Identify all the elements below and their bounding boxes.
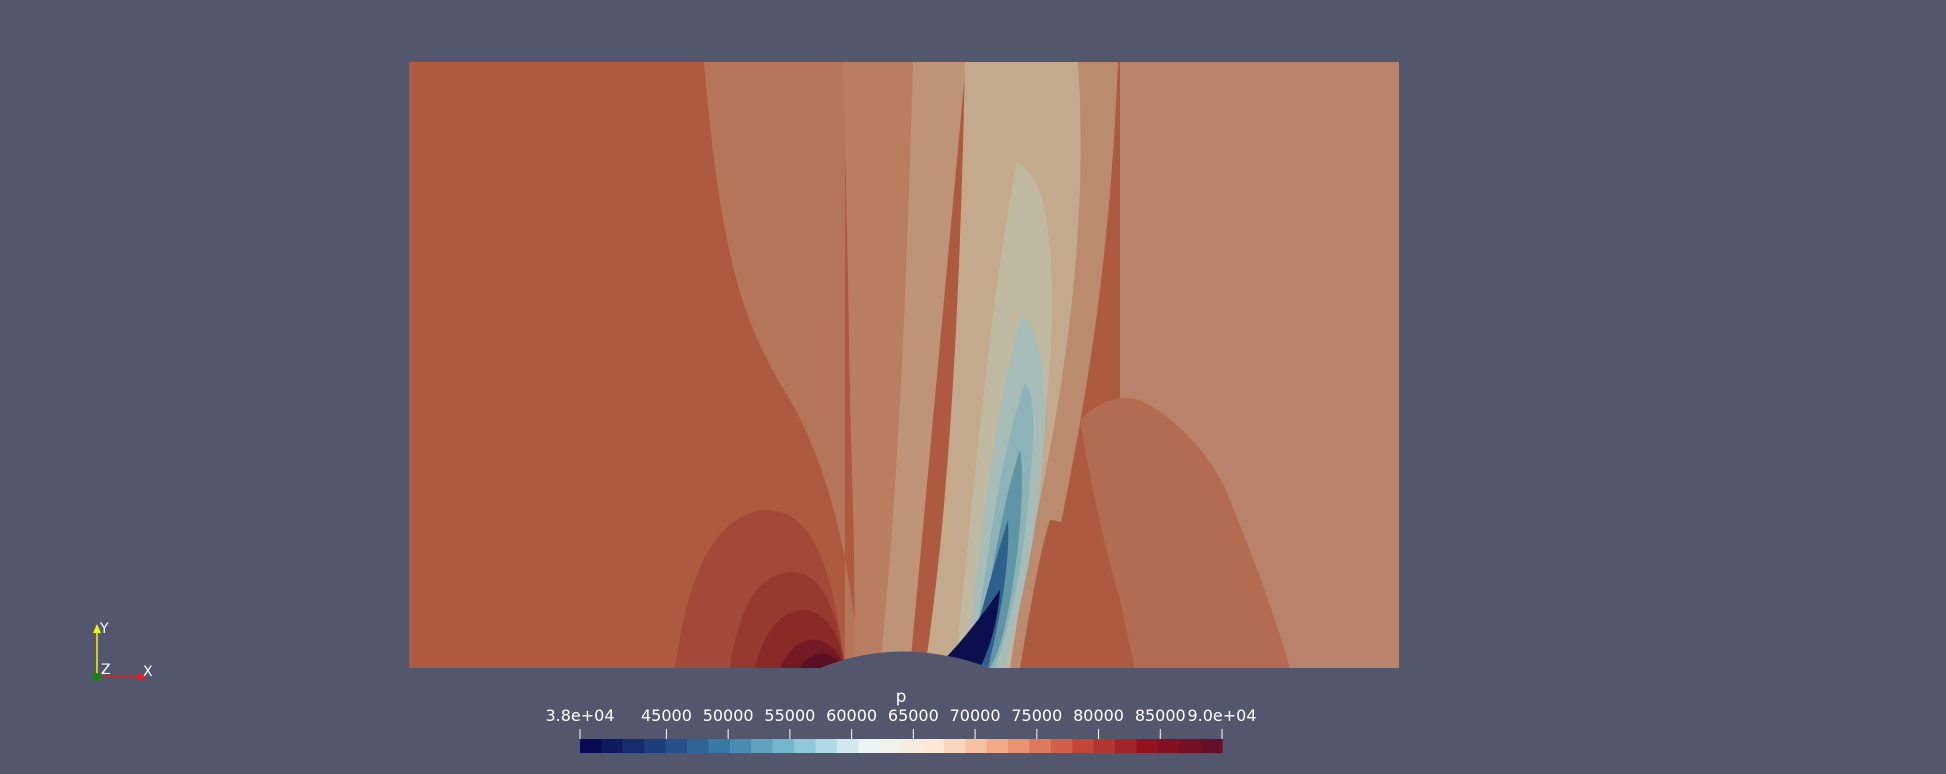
z-axis-dot-icon (93, 673, 101, 681)
scalar-bar-tick-label: 70000 (949, 706, 1001, 725)
scalar-bar-band (1029, 739, 1052, 753)
scalar-bar-ticks (579, 729, 1223, 739)
scalar-bar-band (965, 739, 988, 753)
scalar-bar-tick-label: 65000 (887, 706, 939, 725)
contour-field (409, 62, 1399, 668)
scalar-bar-tick-label: 45000 (640, 706, 692, 725)
contour-region-post-shock (1020, 520, 1135, 668)
scalar-bar-band (986, 739, 1009, 753)
scalar-bar[interactable] (580, 739, 1223, 753)
x-axis-arrow-icon (138, 673, 147, 681)
z-axis-label: Z (101, 662, 111, 678)
scalar-bar-band (1050, 739, 1073, 753)
scalar-bar-band (1008, 739, 1030, 753)
scalar-bar-band (1136, 739, 1159, 753)
scalar-bar-band (751, 739, 774, 753)
scalar-bar-band (644, 739, 667, 753)
x-axis-label: X (143, 664, 153, 680)
scalar-bar-band (772, 739, 795, 753)
contour-band-11 (935, 590, 1000, 668)
contour-region-right-mid (1080, 398, 1290, 668)
scalar-bar-band (1072, 739, 1095, 753)
scalar-bar-tick-label: 3.8e+04 (545, 706, 615, 725)
orientation-axes (93, 624, 147, 681)
scalar-bar-band (858, 739, 881, 753)
contour-band-2 (843, 62, 915, 668)
scalar-bar-band (922, 739, 945, 753)
contour-band-3 (880, 62, 966, 668)
scalar-bar-band (794, 739, 816, 753)
contour-band-5 (1000, 62, 1118, 668)
scalar-bar-tick-label: 85000 (1134, 706, 1186, 725)
scalar-bar-tick-label: 50000 (702, 706, 754, 725)
scalar-bar-band (943, 739, 966, 753)
y-axis-arrow-icon (93, 624, 101, 633)
contour-band-1 (704, 62, 860, 668)
scalar-bar-band (836, 739, 859, 753)
scalar-bar-band (580, 739, 602, 753)
scalar-bar-band (815, 739, 838, 753)
scalar-bar-band (1179, 739, 1202, 753)
y-axis-label: Y (100, 621, 109, 637)
scalar-bar-band (1093, 739, 1116, 753)
scalar-bar-tick-label: 9.0e+04 (1187, 706, 1257, 725)
scalar-bar-band (729, 739, 752, 753)
scalar-bar-band (665, 739, 688, 753)
scalar-bar-band (622, 739, 645, 753)
scalar-bar-band (687, 739, 709, 753)
scalar-bar-band (1200, 739, 1223, 753)
contour-band-10 (965, 520, 1009, 668)
scalar-bar-tick-label: 75000 (1011, 706, 1063, 725)
scalar-bar-tick-label: 80000 (1073, 706, 1124, 725)
scalar-bar-band (601, 739, 624, 753)
scalar-bar-band (1157, 739, 1180, 753)
scalar-bar-tick-label: 55000 (764, 706, 816, 725)
scalar-bar-band (901, 739, 923, 753)
scalar-bar-band (708, 739, 731, 753)
scalar-bar-tick-label: 60000 (826, 706, 878, 725)
scalar-bar-title: p (895, 687, 907, 707)
scalar-bar-band (879, 739, 902, 753)
scalar-bar-band (1115, 739, 1137, 753)
